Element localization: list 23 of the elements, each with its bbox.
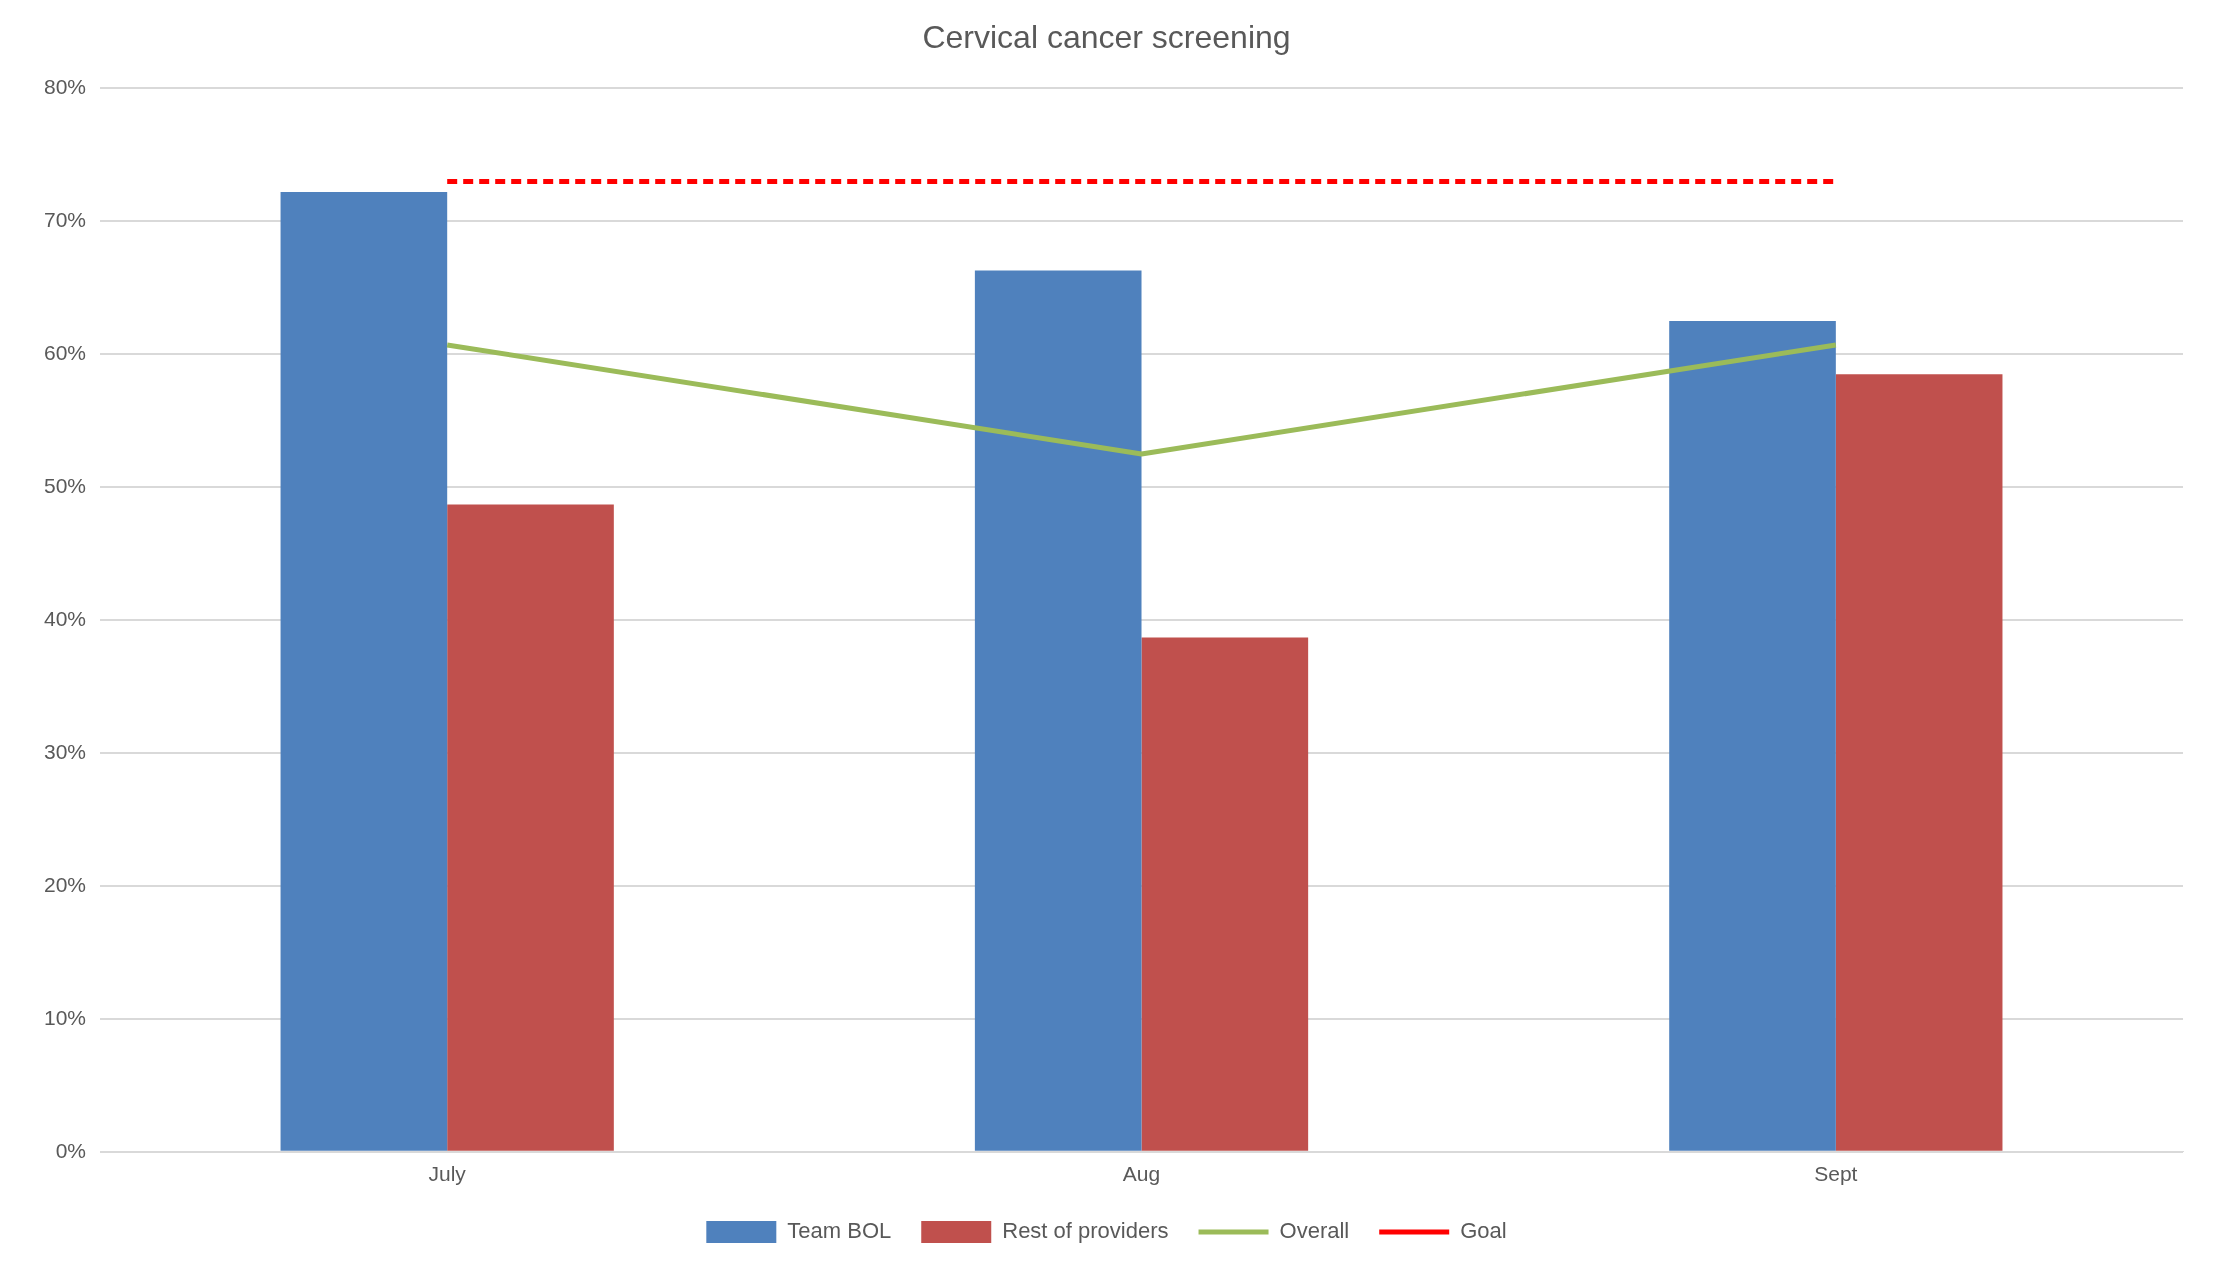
y-tick-label: 70% [44, 208, 87, 232]
bar [447, 504, 614, 1151]
legend-label: Overall [1279, 1218, 1350, 1244]
y-tick-label: 30% [44, 739, 87, 763]
x-tick-label: Sept [1814, 1162, 1858, 1186]
legend-label: Rest of providers [1002, 1218, 1169, 1244]
x-tick-label: July [428, 1162, 467, 1186]
y-tick-label: 60% [44, 341, 87, 365]
bar [280, 192, 448, 1151]
bar [1141, 637, 1309, 1151]
y-tick-label: 50% [44, 473, 87, 497]
bar [1835, 374, 2003, 1151]
chart-title: Cervical cancer screening [922, 19, 1291, 56]
y-tick-label: 0% [55, 1138, 87, 1162]
legend-label: Team BOL [787, 1218, 892, 1244]
y-tick-label: 80% [44, 75, 87, 99]
y-tick-label: 10% [44, 1005, 87, 1029]
bar [974, 270, 1142, 1151]
x-tick-label: Aug [1122, 1162, 1161, 1186]
y-tick-label: 40% [44, 606, 87, 630]
y-tick-label: 20% [44, 872, 87, 896]
legend-label: Goal [1460, 1218, 1507, 1244]
bar [1669, 321, 1836, 1151]
